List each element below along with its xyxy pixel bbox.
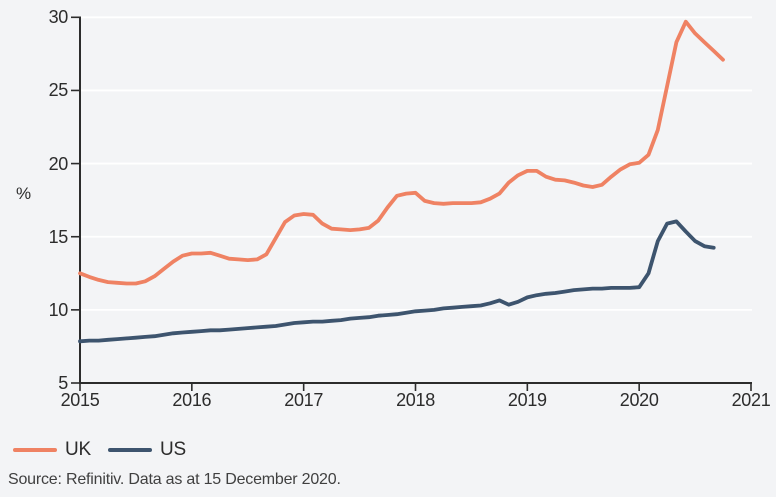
legend-item-us: US	[108, 438, 186, 462]
x-axis-tick-label: 2017	[284, 390, 324, 410]
uk-data-line	[78, 19, 725, 286]
y-axis-tick-label: 20	[48, 153, 69, 174]
y-axis-tick-label: 30	[48, 7, 69, 28]
x-axis-tick-label: 2015	[60, 390, 100, 410]
us-data-line	[78, 219, 716, 344]
y-axis-tick-label: 10	[48, 299, 69, 320]
us-line-swatch	[108, 448, 152, 452]
y-axis-unit-label: %	[16, 184, 32, 203]
legend-label-us: US	[160, 439, 186, 460]
x-axis-tick-label: 2020	[619, 390, 659, 410]
x-axis-tick-label: 2019	[507, 390, 547, 410]
plot-area	[71, 16, 752, 391]
y-axis-tick-label: 15	[48, 226, 69, 247]
x-axis-tick-label: 2021	[731, 390, 771, 410]
y-axis-tick-label: 5	[58, 373, 68, 393]
x-axis-tick-label: 2016	[172, 390, 212, 410]
legend-item-uk: UK	[13, 438, 91, 462]
y-axis-tick-label: 25	[48, 80, 69, 101]
uk-line-swatch	[13, 448, 57, 452]
legend-label-uk: UK	[65, 439, 91, 460]
source-note: Source: Refinitiv. Data as at 15 Decembe…	[8, 471, 341, 488]
x-axis-tick-label: 2018	[396, 390, 435, 410]
